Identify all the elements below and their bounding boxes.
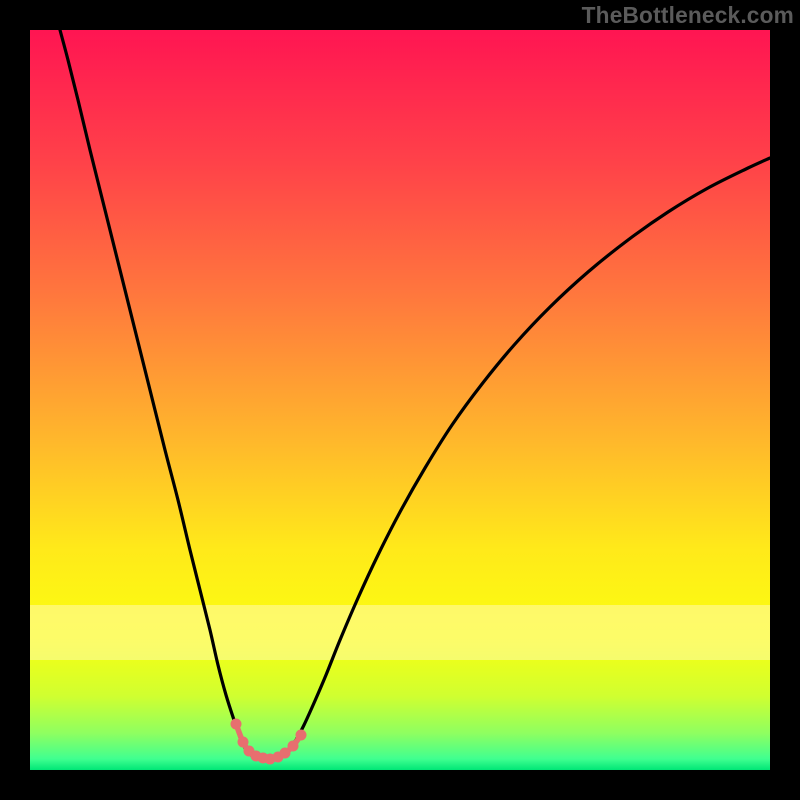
watermark-text: TheBottleneck.com	[582, 2, 794, 29]
pale-band	[30, 605, 770, 660]
chart-stage: TheBottleneck.com	[0, 0, 800, 800]
chart-svg	[0, 0, 800, 800]
